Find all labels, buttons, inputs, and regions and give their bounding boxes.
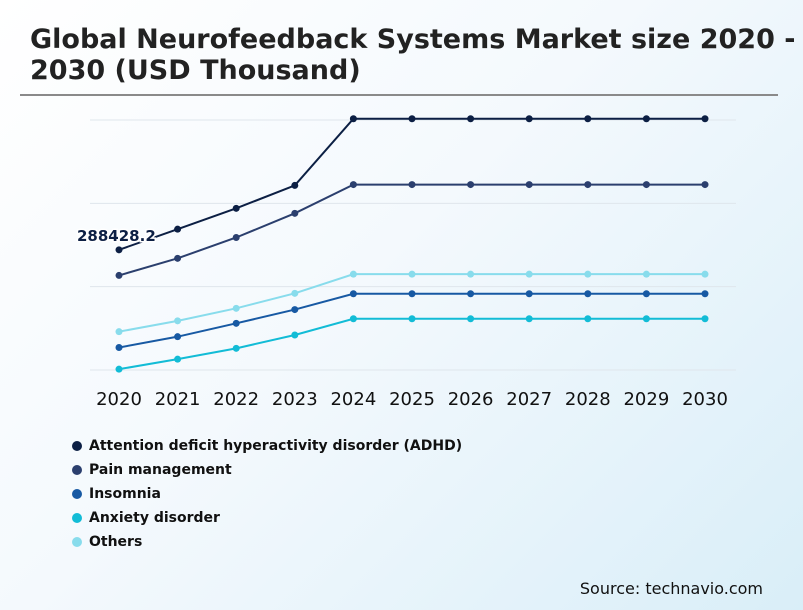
data-point <box>408 181 416 189</box>
data-point <box>232 234 240 241</box>
data-point <box>467 115 475 123</box>
data-point <box>525 290 533 298</box>
data-point <box>291 209 299 217</box>
data-point <box>525 115 533 123</box>
chart-legend: Attention deficit hyperactivity disorder… <box>72 434 462 554</box>
data-point <box>642 181 650 189</box>
x-tick-label: 2026 <box>448 389 494 410</box>
data-point <box>115 365 123 373</box>
data-point <box>349 315 357 323</box>
legend-swatch <box>72 489 82 499</box>
legend-label: Pain management <box>89 462 232 478</box>
data-point <box>232 344 240 352</box>
data-point <box>584 290 592 298</box>
x-tick-label: 2025 <box>389 389 435 410</box>
data-point <box>349 115 357 123</box>
data-point <box>174 254 182 262</box>
title-divider <box>20 94 778 96</box>
x-tick-label: 2029 <box>623 389 669 410</box>
legend-swatch <box>72 465 82 475</box>
data-point <box>408 290 416 298</box>
data-point <box>584 270 592 278</box>
data-point <box>349 270 357 278</box>
data-point <box>584 181 592 189</box>
legend-label: Others <box>89 534 143 550</box>
data-point <box>467 270 475 278</box>
data-point <box>408 115 416 123</box>
x-tick-label: 2028 <box>565 389 611 410</box>
x-tick-label: 2020 <box>96 389 142 410</box>
data-point <box>115 328 123 336</box>
data-point <box>174 333 182 341</box>
x-tick-label: 2027 <box>506 389 552 410</box>
data-point <box>291 289 299 297</box>
legend-item: Others <box>72 530 462 554</box>
data-point <box>174 355 182 363</box>
data-point <box>232 304 240 312</box>
data-point <box>291 181 299 189</box>
data-point <box>642 315 650 323</box>
series-line <box>118 183 705 277</box>
data-point <box>115 246 123 254</box>
series-line <box>118 273 705 333</box>
data-point <box>115 344 123 351</box>
legend-swatch <box>72 537 82 547</box>
x-tick-label: 2022 <box>213 389 259 410</box>
data-point <box>525 270 533 278</box>
data-point <box>232 204 240 212</box>
data-point <box>701 290 709 298</box>
series-line <box>118 317 705 371</box>
x-tick-label: 2024 <box>330 389 376 410</box>
data-point <box>701 181 709 189</box>
data-point <box>701 115 709 123</box>
legend-label: Attention deficit hyperactivity disorder… <box>89 438 463 454</box>
line-chart: 2020 2021 2022 2023 2024 2025 2026 2027 2028 2029… <box>76 115 736 410</box>
legend-item: Anxiety disorder <box>72 506 462 530</box>
legend-item: Insomnia <box>72 482 462 506</box>
data-point <box>584 315 592 323</box>
legend-swatch <box>72 513 82 523</box>
legend-label: Insomnia <box>89 486 161 502</box>
x-tick-label: 2023 <box>272 389 318 410</box>
data-point <box>349 290 357 298</box>
data-point <box>642 290 650 298</box>
data-point <box>467 315 475 323</box>
data-point <box>467 290 475 298</box>
x-tick-label: 2021 <box>155 389 201 410</box>
data-point <box>525 181 533 189</box>
data-label: 288428.2 <box>77 227 156 245</box>
chart-title: Global Neurofeedback Systems Market size… <box>30 24 796 86</box>
data-point <box>291 331 299 339</box>
data-point <box>642 115 650 123</box>
data-point <box>525 315 533 323</box>
legend-item: Attention deficit hyperactivity disorder… <box>72 434 462 458</box>
data-point <box>408 270 416 278</box>
data-point <box>701 270 709 278</box>
source-credit: Source: technavio.com <box>579 579 763 598</box>
x-tick-label: 2030 <box>682 389 728 410</box>
legend-item: Pain management <box>72 458 462 482</box>
data-point <box>584 115 592 123</box>
data-point <box>174 225 182 233</box>
data-point <box>349 181 357 189</box>
data-point <box>467 181 475 189</box>
data-point <box>174 317 182 325</box>
data-point <box>642 270 650 278</box>
legend-swatch <box>72 441 82 451</box>
legend-label: Anxiety disorder <box>89 510 220 526</box>
data-point <box>291 306 299 314</box>
data-point <box>232 319 240 327</box>
data-point <box>408 315 416 323</box>
data-point <box>115 271 123 279</box>
data-point <box>701 315 709 323</box>
